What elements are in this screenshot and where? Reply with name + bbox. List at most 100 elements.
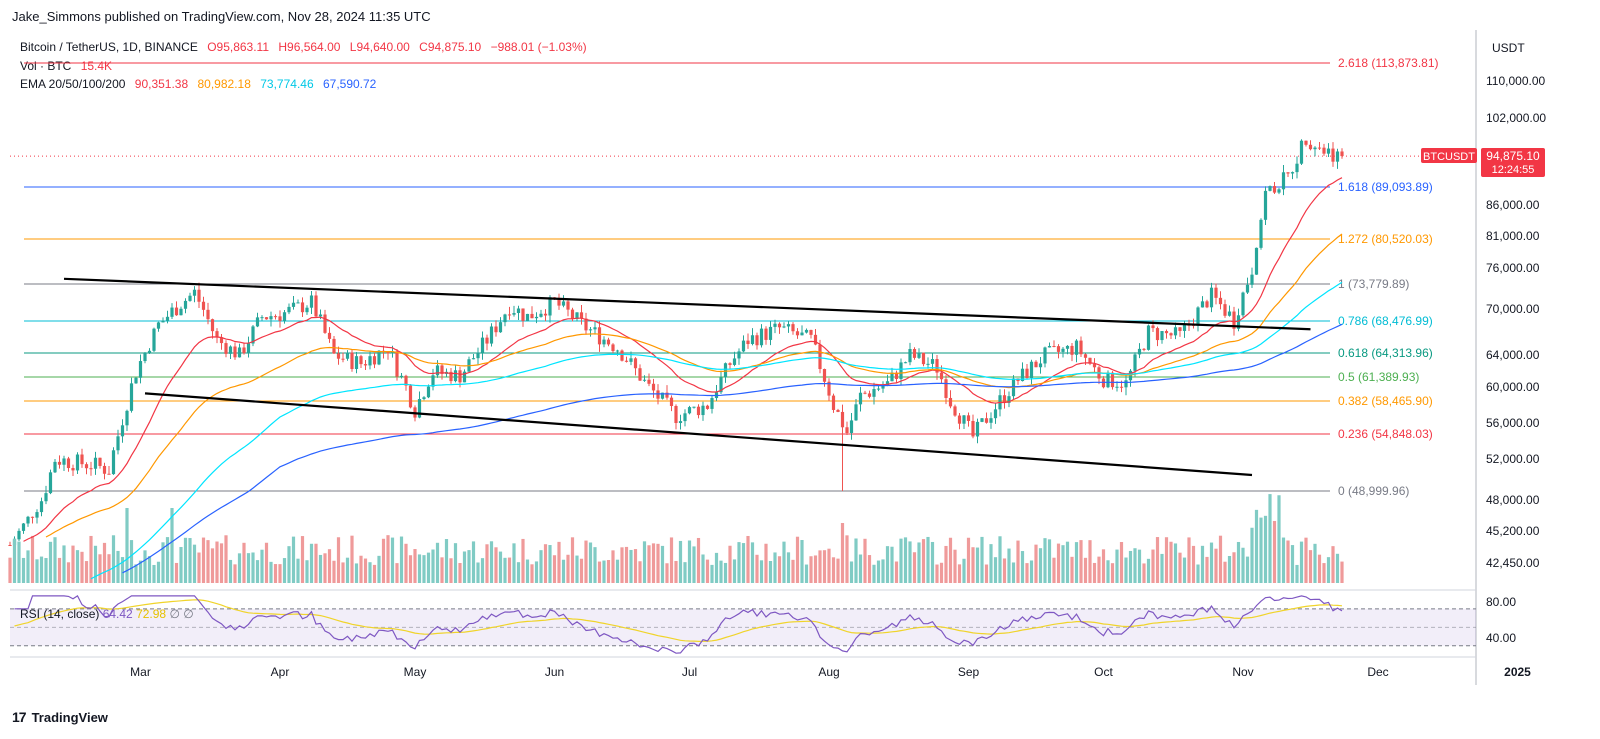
- candle-body: [210, 319, 215, 332]
- candle-body: [332, 338, 336, 354]
- volume-bar: [849, 561, 854, 583]
- volume-bar: [1133, 548, 1137, 583]
- volume-bar: [57, 557, 62, 583]
- volume-bar: [1146, 558, 1151, 583]
- price-tick-label: 64,000.00: [1486, 348, 1540, 362]
- candle-body: [1142, 348, 1146, 350]
- candle-body: [300, 302, 305, 313]
- rsi-ma-value: 72.98: [136, 607, 167, 621]
- candle-body: [620, 350, 624, 361]
- candle-body: [341, 358, 345, 360]
- volume-bar: [854, 538, 858, 583]
- candle-body: [138, 361, 143, 378]
- symbol-title[interactable]: Bitcoin / TetherUS, 1D, BINANCE: [20, 40, 198, 54]
- volume-bar: [255, 560, 260, 583]
- volume-bar: [345, 557, 350, 583]
- volume-bar: [170, 508, 174, 583]
- volume-bar: [494, 547, 498, 583]
- volume-bar: [1205, 556, 1209, 583]
- rsi-hidden-icon[interactable]: ∅: [169, 607, 180, 621]
- volume-bar: [750, 542, 755, 583]
- candle-body: [1038, 363, 1043, 368]
- volume-bar: [791, 559, 795, 583]
- candle-body: [1083, 354, 1088, 358]
- candle-body: [1047, 346, 1052, 348]
- volume-bar: [512, 543, 516, 583]
- candle-body: [84, 464, 89, 469]
- volume-bar: [314, 543, 318, 583]
- time-tick-label: Jul: [682, 665, 697, 679]
- candle-body: [287, 306, 291, 313]
- candle-body: [296, 302, 300, 304]
- candle-body: [692, 406, 696, 408]
- ema50-line: [45, 233, 1343, 538]
- candle-body: [957, 415, 962, 424]
- volume-bar: [48, 541, 53, 583]
- volume-bar: [368, 562, 372, 583]
- candle-body: [597, 327, 602, 345]
- trendline-upper: [63, 277, 1311, 331]
- volume-bar: [161, 542, 165, 583]
- rsi-label[interactable]: RSI (14, close): [20, 607, 100, 621]
- volume-bar: [498, 551, 503, 583]
- candle-body: [1223, 304, 1227, 316]
- candle-body: [737, 351, 741, 359]
- volume-bar: [701, 554, 705, 583]
- time-tick-label: Aug: [818, 665, 839, 679]
- candle-body: [134, 377, 138, 384]
- candle-body: [732, 358, 737, 365]
- candle-body: [143, 352, 147, 362]
- volume-bar: [75, 550, 80, 583]
- candle-body: [323, 314, 327, 333]
- volume-bar: [552, 555, 557, 583]
- volume-bar: [813, 555, 818, 583]
- price-tick-label: 81,000.00: [1486, 229, 1540, 243]
- volume-label[interactable]: Vol · BTC: [20, 58, 72, 73]
- volume-bar: [1308, 550, 1313, 583]
- volume-bar: [602, 560, 606, 583]
- candle-body: [1227, 311, 1232, 316]
- volume-bar: [84, 561, 89, 583]
- candle-body: [1146, 325, 1151, 350]
- ema200-line: [122, 323, 1343, 574]
- volume-bar: [935, 564, 939, 583]
- candle-body: [377, 350, 381, 365]
- candle-body: [1259, 219, 1263, 248]
- volume-bar: [1227, 555, 1232, 583]
- volume-bar: [669, 537, 674, 583]
- candle-body: [894, 372, 899, 379]
- volume-bar: [386, 535, 390, 583]
- candle-body: [336, 353, 341, 359]
- candle-body: [1074, 340, 1079, 355]
- rsi-hidden-icon-2[interactable]: ∅: [183, 607, 194, 621]
- volume-bar: [1187, 537, 1191, 583]
- price-tick-label: 52,000.00: [1486, 452, 1540, 466]
- fib-level-label: 2.618 (113,873.81): [1338, 56, 1439, 70]
- candle-body: [1214, 287, 1218, 298]
- time-tick-label: Mar: [130, 665, 151, 679]
- volume-bar: [1007, 548, 1011, 583]
- candle-body: [1025, 368, 1029, 378]
- volume-bar: [219, 543, 224, 583]
- volume-bar: [521, 538, 525, 583]
- volume-bar: [1196, 564, 1200, 583]
- volume-bar: [93, 545, 98, 583]
- price-tag-symbol-box: [1421, 148, 1477, 163]
- candle-body: [219, 337, 224, 344]
- volume-bar: [1259, 517, 1263, 583]
- volume-bar: [975, 547, 980, 583]
- candle-body: [1326, 148, 1331, 154]
- candle-body: [489, 326, 494, 344]
- volume-bar: [1025, 563, 1029, 583]
- volume-bar: [1263, 515, 1268, 583]
- volume-bar: [728, 545, 732, 583]
- candle-body: [1106, 372, 1110, 388]
- volume-bar: [264, 542, 269, 583]
- candle-body: [696, 406, 701, 416]
- candle-body: [764, 328, 768, 340]
- tradingview-footer: 17 TradingView: [12, 709, 108, 725]
- ema-label[interactable]: EMA 20/50/100/200: [20, 77, 126, 91]
- candle-body: [777, 323, 782, 328]
- volume-bar: [1295, 564, 1299, 583]
